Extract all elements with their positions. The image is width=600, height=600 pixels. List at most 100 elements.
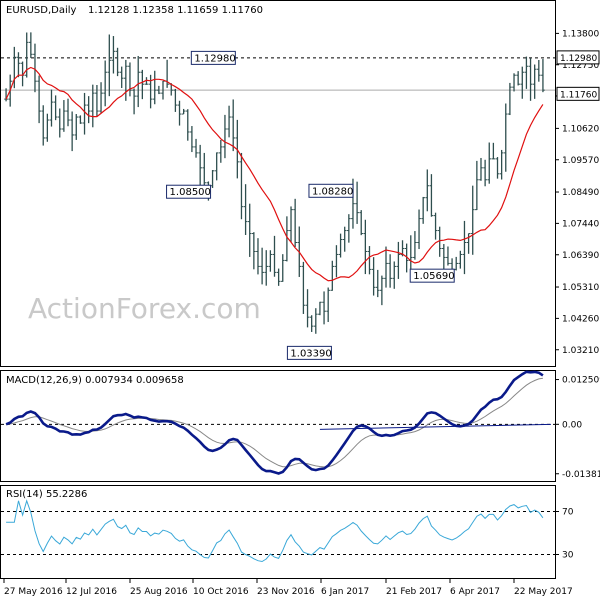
macd-trendline <box>319 423 551 430</box>
watermark: ActionForex.com <box>28 292 261 325</box>
price-bar <box>367 246 372 275</box>
y-tick-label: 1.06390 <box>562 251 599 261</box>
price-bar <box>70 111 74 152</box>
price-bar <box>508 82 512 116</box>
price-bar <box>318 301 322 316</box>
price-bar <box>363 219 368 275</box>
price-bar <box>82 92 87 135</box>
price-bar <box>499 149 504 180</box>
y-tick-label: 1.04260 <box>562 314 599 324</box>
price-bar <box>470 185 475 255</box>
x-tick-label: 23 Nov 2016 <box>257 587 315 597</box>
price-bar <box>165 59 169 88</box>
price-badge: 1.12980 <box>556 50 600 65</box>
price-bar <box>433 212 438 240</box>
price-bar <box>140 69 145 100</box>
price-bar <box>37 75 41 124</box>
price-bar <box>231 99 236 152</box>
price-bar <box>503 103 508 172</box>
y-tick-label: 1.12750 <box>562 61 599 71</box>
price-bar <box>243 184 248 235</box>
price-bar <box>276 268 281 286</box>
price-bar <box>62 100 66 132</box>
price-bar <box>157 85 161 95</box>
price-bar <box>437 226 442 257</box>
price-bar <box>66 98 70 127</box>
callout-label: 1.08500 <box>170 187 211 198</box>
price-bar <box>132 88 136 115</box>
price-bar <box>210 169 215 188</box>
price-bar <box>301 261 306 314</box>
price-bar <box>194 138 198 158</box>
price-bar <box>198 144 203 190</box>
price-bar <box>136 55 141 108</box>
price-bar <box>524 56 529 89</box>
price-bar <box>413 231 417 260</box>
price-bar <box>107 34 112 97</box>
price-bar <box>417 209 421 250</box>
macd-tick-label: 0.012509 <box>562 376 600 386</box>
price-bar <box>359 210 364 236</box>
price-bar <box>454 256 459 271</box>
price-bar <box>227 105 231 138</box>
price-bar <box>111 36 116 74</box>
price-bar <box>268 250 273 272</box>
y-tick-label: 1.03210 <box>562 346 599 356</box>
price-bar <box>181 108 186 115</box>
macd-tick-label: 0.00 <box>562 420 582 430</box>
rsi-panel <box>0 485 556 579</box>
price-bar <box>218 139 223 163</box>
price-bar <box>190 126 194 153</box>
price-bar <box>425 169 430 212</box>
rsi-title: RSI(14) 55.2286 <box>6 489 87 500</box>
price-bar <box>280 254 285 282</box>
price-bar <box>49 89 54 127</box>
macd-tick-label: -0.013813 <box>562 470 600 480</box>
price-bar <box>173 88 178 112</box>
price-bar <box>260 247 264 285</box>
price-bar <box>53 95 58 121</box>
price-bar <box>305 289 310 328</box>
callout-label: 1.03390 <box>290 348 331 359</box>
price-bar <box>214 152 219 181</box>
price-bar <box>74 114 79 140</box>
price-bar <box>128 62 132 97</box>
price-callout: 1.08280 <box>308 183 354 198</box>
price-bar <box>177 100 182 126</box>
price-callout: 1.12980 <box>190 50 236 65</box>
price-bar <box>441 244 446 270</box>
price-bar <box>404 243 409 273</box>
price-bar <box>95 84 99 116</box>
price-bar <box>223 114 227 159</box>
callout-label: 1.08280 <box>312 186 353 197</box>
x-tick-label: 6 Apr 2017 <box>450 587 500 597</box>
price-bar <box>495 157 500 179</box>
price-bar <box>326 287 331 322</box>
price-bar <box>322 291 326 325</box>
price-badge: 1.11760 <box>556 86 600 101</box>
price-bar <box>285 216 289 262</box>
x-tick-label: 22 May 2017 <box>514 587 573 597</box>
macd-title: MACD(12,26,9) 0.007934 0.009658 <box>6 375 184 386</box>
price-bar <box>491 142 496 160</box>
price-bar <box>256 238 260 275</box>
price-bar <box>45 113 50 142</box>
price-bar <box>462 220 467 275</box>
price-bar <box>355 181 359 224</box>
price-bar <box>516 71 521 86</box>
price-bar <box>371 257 376 296</box>
price-bar <box>520 66 525 99</box>
price-bar <box>123 59 128 101</box>
price-bar <box>309 315 314 332</box>
price-bar <box>119 66 124 89</box>
price-bar <box>152 70 157 105</box>
price-badge-label: 1.11760 <box>560 90 597 100</box>
main-panel <box>0 0 556 367</box>
price-bar <box>528 58 533 101</box>
price-bar <box>115 47 120 77</box>
moving-average-line <box>5 66 544 282</box>
price-callout: 1.03390 <box>286 345 332 360</box>
price-bar <box>479 157 483 181</box>
price-bar <box>380 275 384 306</box>
